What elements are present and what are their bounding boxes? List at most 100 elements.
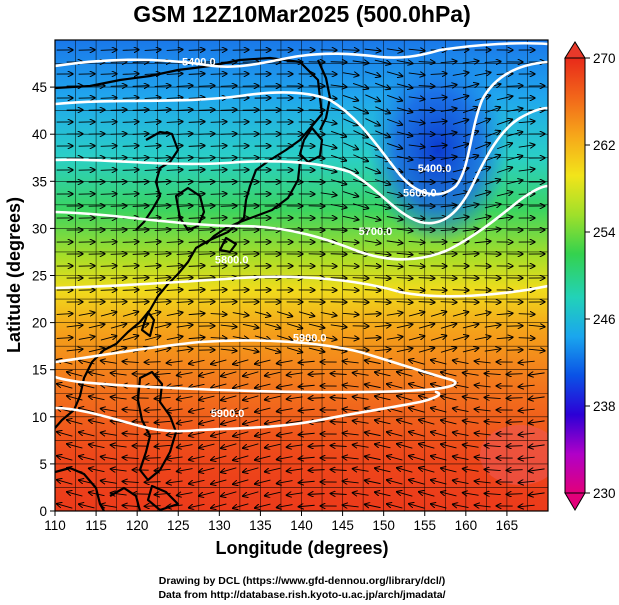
wind-arrow [396, 302, 413, 303]
wind-arrow [462, 107, 478, 114]
wind-arrow [475, 481, 491, 483]
wind-arrow [220, 182, 237, 183]
wind-arrow [506, 205, 523, 207]
wind-arrow [220, 206, 237, 207]
wind-arrow [100, 50, 117, 51]
wind-arrow [528, 325, 545, 327]
y-tick-label: 35 [32, 174, 47, 189]
wind-arrow [418, 348, 434, 353]
wind-arrow [220, 349, 237, 351]
wind-arrow [56, 314, 73, 315]
wind-arrow [462, 61, 479, 63]
wind-arrow [386, 94, 402, 100]
wind-arrow [132, 254, 149, 255]
wind-arrow [100, 336, 116, 341]
wind-arrow [375, 82, 390, 89]
wind-arrow [198, 110, 215, 111]
x-tick-label: 160 [455, 518, 478, 533]
wind-arrow [220, 325, 237, 327]
wind-arrow [255, 431, 271, 436]
wind-arrow [440, 302, 457, 303]
wind-arrow [188, 122, 205, 123]
wind-arrow [519, 457, 535, 459]
wind-arrow [242, 348, 259, 351]
wind-arrow [441, 444, 457, 449]
wind-arrow [167, 481, 183, 483]
wind-arrow [418, 134, 435, 135]
wind-arrow [155, 469, 171, 470]
wind-arrow [408, 312, 424, 317]
wind-arrow [67, 492, 83, 497]
y-tick-label: 45 [32, 80, 47, 95]
wind-arrow [352, 278, 369, 279]
wind-arrow [364, 338, 381, 339]
wind-arrow [463, 397, 479, 400]
x-tick-label: 110 [44, 518, 66, 533]
wind-arrow [453, 504, 469, 507]
wind-arrow [199, 395, 215, 400]
wind-arrow [352, 302, 369, 303]
wind-arrow [233, 503, 249, 508]
wind-arrow [122, 74, 139, 75]
wind-arrow [166, 312, 183, 315]
wind-arrow [418, 302, 435, 303]
wind-arrow [320, 336, 337, 339]
wind-arrow [452, 312, 468, 317]
wind-arrow [132, 324, 148, 329]
wind-arrow [277, 409, 293, 412]
wind-arrow [210, 338, 227, 339]
wind-arrow [452, 96, 468, 101]
wind-arrow [431, 480, 447, 485]
colorbar-tick-label: 238 [593, 399, 616, 414]
wind-arrow [132, 158, 149, 159]
wind-arrow [387, 432, 403, 437]
wind-arrow [330, 62, 347, 63]
wind-arrow [365, 432, 381, 435]
chart-title: GSM 12Z10Mar2025 (500.0hPa) [133, 1, 471, 27]
wind-arrow [365, 360, 381, 363]
wind-arrow [441, 468, 457, 473]
wind-arrow [220, 158, 237, 159]
wind-arrow [220, 254, 237, 255]
wind-arrow [452, 290, 469, 291]
wind-arrow [353, 493, 369, 496]
wind-arrow [110, 324, 126, 329]
wind-arrow [463, 373, 479, 376]
wind-arrow [66, 325, 83, 327]
wind-arrow [330, 204, 347, 207]
wind-arrow [375, 492, 391, 497]
wind-arrow [353, 154, 368, 162]
wind-arrow [386, 313, 403, 316]
wind-arrow [276, 335, 292, 341]
wind-arrow [475, 385, 491, 387]
wind-arrow [374, 253, 391, 255]
wind-arrow [176, 182, 193, 183]
wind-arrow [110, 302, 127, 303]
wind-arrow [155, 421, 171, 422]
wind-arrow [100, 290, 117, 291]
wind-arrow [440, 61, 457, 62]
wind-arrow [374, 278, 391, 279]
wind-arrow [233, 407, 249, 412]
wind-arrow [57, 480, 73, 485]
wind-arrow [221, 467, 237, 472]
wind-arrow [299, 505, 315, 507]
wind-arrow [122, 242, 139, 243]
wind-arrow [177, 397, 193, 400]
wind-arrow [330, 325, 347, 327]
wind-arrow [353, 421, 369, 424]
colorbar-tick-label: 270 [593, 51, 616, 66]
wind-arrow [342, 266, 359, 267]
wind-arrow [452, 120, 468, 125]
wind-arrow [154, 348, 171, 353]
wind-arrow [440, 85, 457, 88]
wind-arrow [519, 385, 535, 387]
height-contours [55, 41, 548, 433]
y-tick-label: 20 [32, 316, 47, 331]
contour-label: 5400.0 [182, 56, 216, 68]
wind-arrow [485, 445, 501, 446]
wind-arrow [188, 266, 205, 267]
wind-arrow [211, 503, 227, 508]
contour-labels: 5400.0 5400.0 5600.0 5700.0 5800.0 5900.0 5900… [182, 56, 451, 419]
wind-arrow [441, 492, 457, 497]
